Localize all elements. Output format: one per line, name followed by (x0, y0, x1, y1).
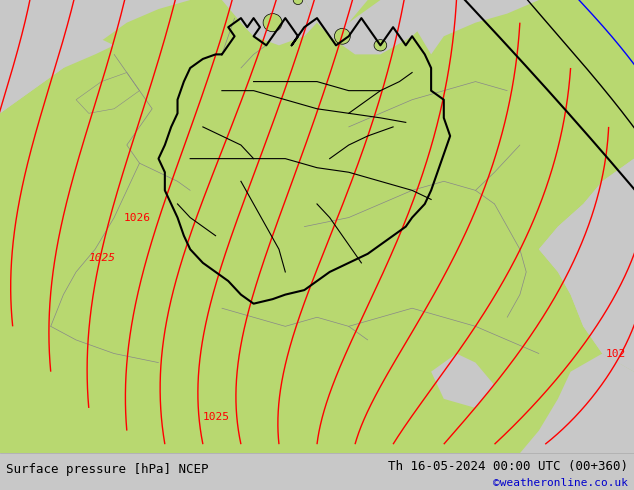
Text: Th 16-05-2024 00:00 UTC (00+360): Th 16-05-2024 00:00 UTC (00+360) (387, 460, 628, 473)
Text: 1025: 1025 (89, 253, 116, 263)
Text: 1026: 1026 (124, 213, 151, 222)
Ellipse shape (263, 14, 282, 32)
Polygon shape (0, 0, 634, 453)
Ellipse shape (293, 0, 302, 4)
Polygon shape (330, 0, 431, 54)
Ellipse shape (374, 40, 387, 51)
Ellipse shape (335, 28, 351, 44)
Polygon shape (520, 354, 634, 453)
Polygon shape (241, 0, 317, 46)
Polygon shape (0, 0, 95, 54)
Polygon shape (0, 36, 114, 113)
Text: 1025: 1025 (203, 412, 230, 422)
Text: ©weatheronline.co.uk: ©weatheronline.co.uk (493, 478, 628, 488)
Polygon shape (431, 354, 495, 408)
Polygon shape (76, 73, 139, 113)
Polygon shape (539, 159, 634, 371)
Text: Surface pressure [hPa] NCEP: Surface pressure [hPa] NCEP (6, 463, 209, 476)
Text: 102: 102 (605, 348, 626, 359)
